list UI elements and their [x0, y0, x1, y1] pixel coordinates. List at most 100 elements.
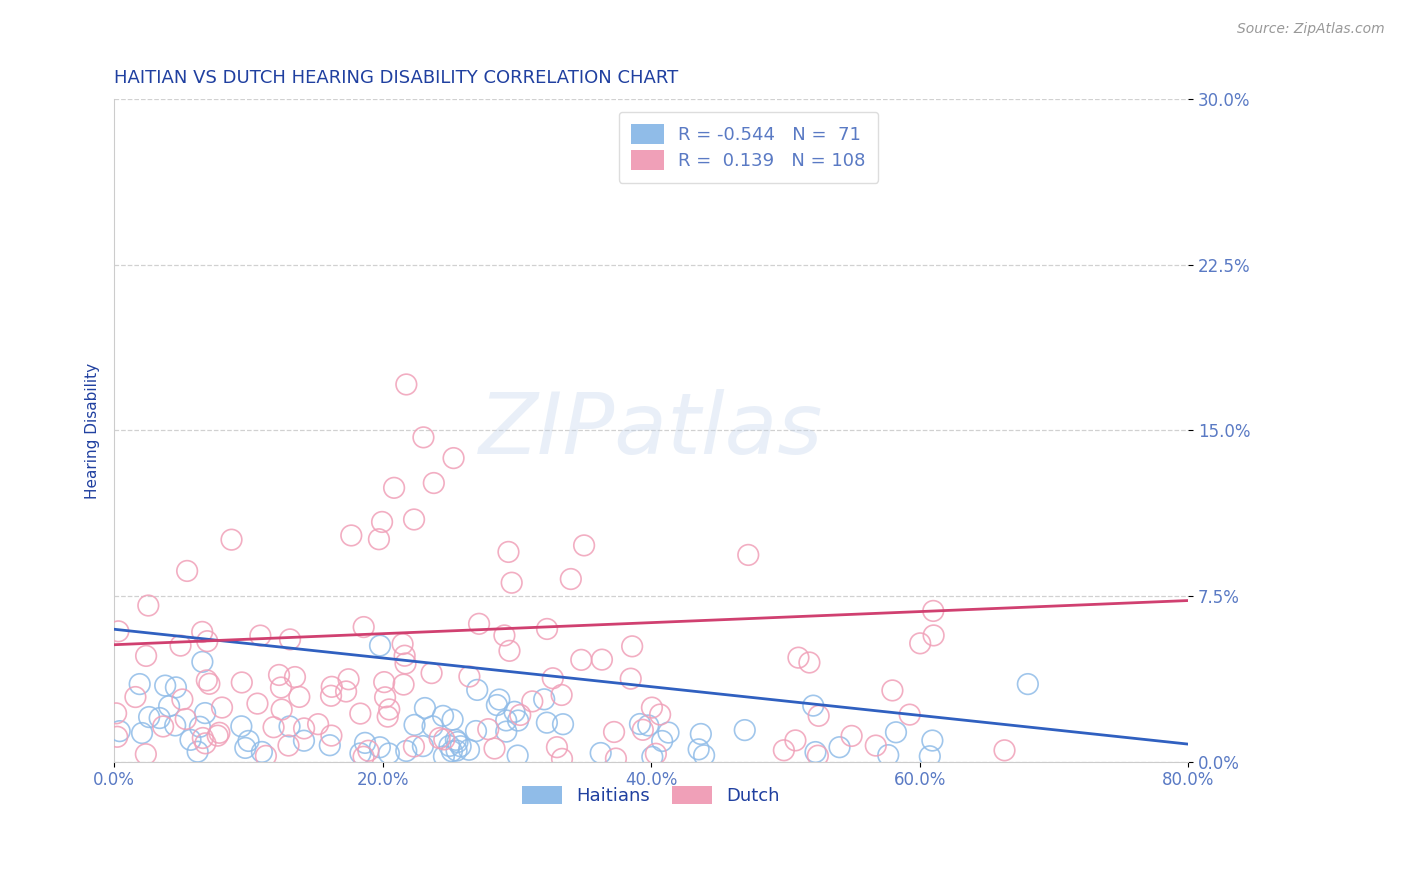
Y-axis label: Hearing Disability: Hearing Disability — [86, 362, 100, 499]
Point — [353, 620, 375, 634]
Point — [423, 476, 446, 491]
Point — [246, 697, 269, 711]
Point — [546, 740, 568, 755]
Point — [392, 677, 415, 691]
Point — [194, 706, 217, 720]
Point — [211, 700, 233, 714]
Point — [337, 672, 360, 686]
Point — [807, 748, 830, 763]
Point — [620, 672, 643, 686]
Point — [688, 742, 710, 756]
Point — [908, 636, 931, 650]
Point — [288, 690, 311, 704]
Point — [922, 628, 945, 642]
Point — [551, 717, 574, 731]
Point — [541, 671, 564, 685]
Point — [501, 575, 523, 590]
Point — [446, 743, 468, 757]
Point — [560, 572, 582, 586]
Point — [413, 701, 436, 715]
Point — [468, 616, 491, 631]
Point — [108, 724, 131, 739]
Point — [440, 744, 463, 758]
Point — [278, 719, 301, 733]
Point — [589, 746, 612, 760]
Point — [689, 727, 711, 741]
Point — [378, 702, 401, 716]
Point — [429, 731, 451, 745]
Point — [551, 752, 574, 766]
Point — [922, 604, 945, 618]
Text: Source: ZipAtlas.com: Source: ZipAtlas.com — [1237, 22, 1385, 37]
Point — [267, 668, 290, 682]
Point — [877, 748, 900, 763]
Point — [422, 719, 444, 733]
Point — [250, 745, 273, 759]
Point — [644, 747, 666, 761]
Point — [374, 690, 396, 705]
Point — [465, 724, 488, 739]
Point — [446, 735, 468, 749]
Point — [128, 677, 150, 691]
Point — [657, 725, 679, 739]
Point — [828, 740, 851, 755]
Point — [349, 747, 371, 761]
Point — [591, 652, 613, 666]
Point — [195, 634, 218, 648]
Point — [292, 733, 315, 747]
Point — [488, 692, 510, 706]
Point — [124, 690, 146, 704]
Point — [884, 725, 907, 739]
Point — [136, 599, 159, 613]
Point — [378, 747, 401, 761]
Point — [804, 745, 827, 759]
Point — [191, 655, 214, 669]
Point — [179, 732, 201, 747]
Point — [402, 512, 425, 526]
Point — [605, 751, 627, 765]
Point — [373, 675, 395, 690]
Point — [503, 705, 526, 719]
Point — [131, 726, 153, 740]
Point — [263, 720, 285, 734]
Point — [382, 481, 405, 495]
Point — [621, 640, 644, 654]
Point — [882, 683, 904, 698]
Point — [432, 709, 454, 723]
Point — [394, 648, 416, 663]
Point — [292, 722, 315, 736]
Point — [807, 708, 830, 723]
Point — [307, 717, 329, 731]
Point — [458, 669, 481, 683]
Point — [921, 733, 943, 747]
Point — [533, 692, 555, 706]
Point — [105, 706, 128, 721]
Point — [412, 739, 434, 753]
Point — [603, 725, 626, 739]
Point — [394, 657, 416, 671]
Point — [270, 702, 292, 716]
Point — [785, 733, 807, 747]
Point — [165, 718, 187, 732]
Point — [284, 670, 307, 684]
Point — [371, 515, 394, 529]
Point — [458, 743, 481, 757]
Point — [221, 533, 243, 547]
Point — [433, 732, 456, 747]
Point — [194, 736, 217, 750]
Point — [377, 709, 399, 723]
Point — [550, 688, 572, 702]
Point — [169, 639, 191, 653]
Point — [349, 706, 371, 721]
Point — [319, 738, 342, 752]
Point — [439, 739, 461, 753]
Point — [495, 714, 517, 728]
Point — [737, 548, 759, 562]
Point — [138, 710, 160, 724]
Point — [477, 722, 499, 736]
Point — [651, 734, 673, 748]
Point — [107, 624, 129, 639]
Point — [174, 712, 197, 726]
Point — [801, 698, 824, 713]
Point — [187, 745, 209, 759]
